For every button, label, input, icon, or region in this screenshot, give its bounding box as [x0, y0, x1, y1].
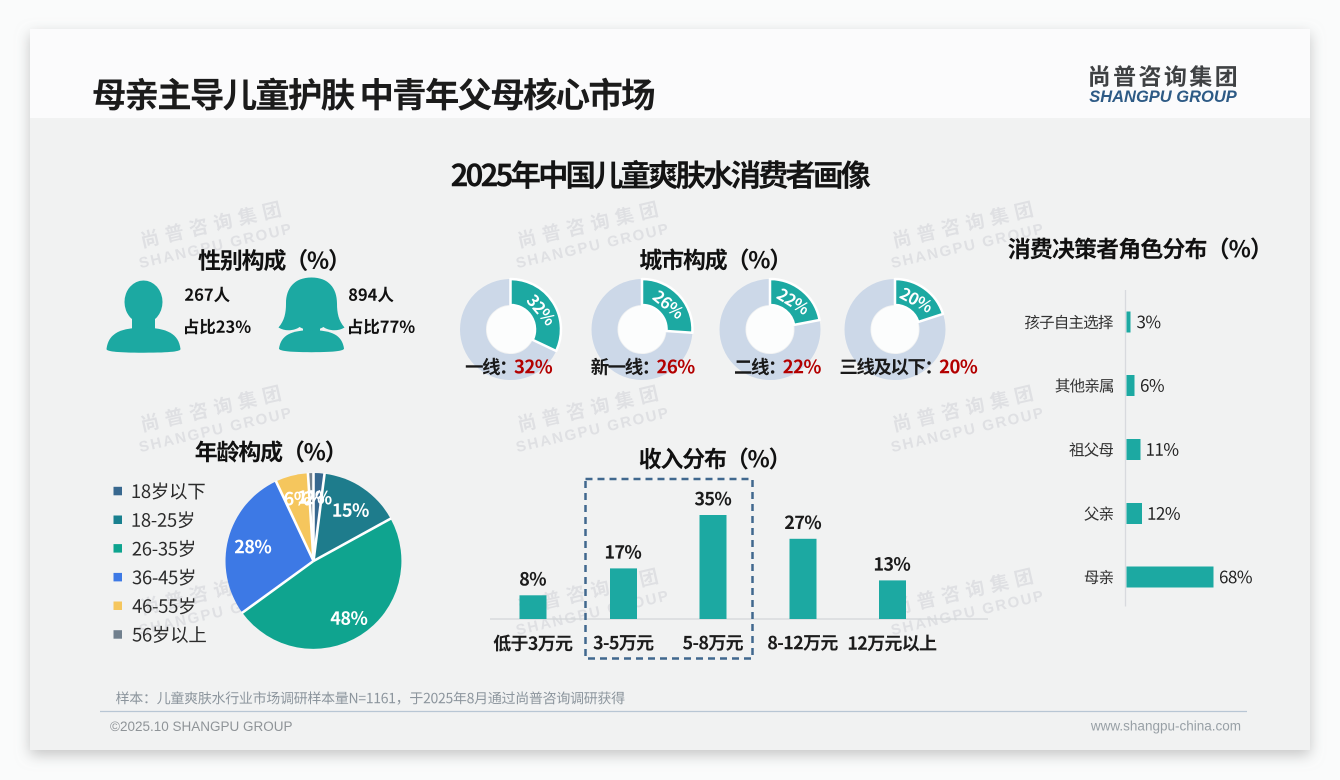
- svg-text:www.shangpu-china.com: www.shangpu-china.com: [1090, 719, 1241, 734]
- svg-text:©2025.10 SHANGPU GROUP: ©2025.10 SHANGPU GROUP: [110, 719, 293, 734]
- svg-text:SHANGPU GROUP: SHANGPU GROUP: [1089, 88, 1238, 106]
